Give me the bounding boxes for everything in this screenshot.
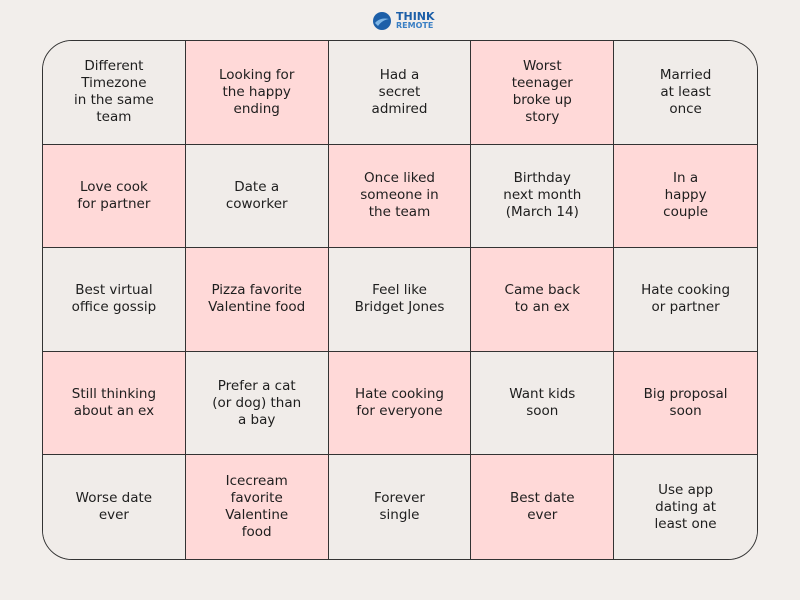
cell-text: Worse date (75, 490, 153, 507)
cell-text: Hate cooking (641, 282, 731, 299)
bingo-cell[interactable]: Different Timezone in the same team (43, 41, 186, 145)
bingo-cell[interactable]: Had a secret admired (328, 41, 472, 145)
cell-text: Birthday (513, 170, 571, 187)
cell-text: (or dog) than (212, 394, 302, 411)
cell-text: in the same (73, 92, 154, 109)
cell-text: Came back (504, 282, 581, 299)
cell-text: admired (371, 100, 428, 117)
cell-text: Pizza favorite (211, 282, 302, 299)
bingo-cell[interactable]: Worse date ever (43, 455, 186, 559)
cell-text: favorite (230, 490, 283, 507)
cell-text: Want kids (509, 386, 576, 403)
bingo-cell[interactable]: Hate cooking for everyone (328, 351, 472, 456)
cell-text: soon (669, 403, 702, 420)
cell-text: Worst (522, 58, 562, 75)
bingo-cell[interactable]: Best virtual office gossip (43, 248, 186, 352)
bingo-cell[interactable]: Married at least once (614, 41, 757, 145)
cell-text: a bay (237, 411, 276, 428)
cell-text: Use app (658, 481, 714, 498)
cell-text: the team (368, 204, 431, 221)
bingo-cell[interactable]: Birthday next month (March 14) (471, 144, 615, 249)
cell-text: Had a (379, 66, 420, 83)
bingo-cell[interactable]: Hate cooking or partner (614, 248, 757, 352)
logo-icon (373, 12, 391, 30)
cell-text: soon (526, 403, 559, 420)
cell-text: to an ex (514, 299, 570, 316)
cell-text: Valentine (225, 507, 289, 524)
cell-text: Feel like (372, 282, 427, 299)
bingo-cell[interactable]: Forever single (328, 455, 472, 559)
bingo-cell[interactable]: Pizza favorite Valentine food (185, 248, 329, 352)
bingo-cell[interactable]: Use app dating at least one (614, 455, 757, 559)
cell-text: teenager (511, 75, 573, 92)
bingo-cell[interactable]: Worst teenager broke up story (471, 41, 615, 145)
cell-text: Bridget Jones (354, 299, 445, 316)
cell-text: coworker (225, 195, 288, 212)
cell-text: Looking for (219, 66, 295, 83)
cell-text: about an ex (73, 403, 155, 420)
bingo-cell[interactable]: Feel like Bridget Jones (328, 248, 472, 352)
cell-text: Still thinking (71, 386, 157, 403)
logo-line: THINK (396, 10, 435, 23)
cell-text: Date a (234, 178, 280, 195)
cell-text: at least (660, 83, 711, 100)
cell-text: least one (654, 515, 717, 532)
bingo-cell[interactable]: Once liked someone in the team (328, 144, 472, 249)
bingo-cell[interactable]: Big proposal soon (614, 351, 757, 456)
cell-text: for everyone (356, 403, 443, 420)
bingo-cell[interactable]: Came back to an ex (471, 248, 615, 352)
cell-text: once (669, 100, 702, 117)
cell-text: ever (98, 507, 129, 524)
cell-text: Forever (374, 490, 425, 507)
bingo-cell[interactable]: Looking for the happy ending (185, 41, 329, 145)
bingo-cell[interactable]: Want kids soon (471, 351, 615, 456)
cell-text: Different (84, 58, 144, 75)
logo-text: THINK REMOTE (396, 10, 435, 30)
cell-text: single (379, 507, 420, 524)
cell-text: someone in (360, 187, 439, 204)
cell-text: broke up (512, 92, 572, 109)
cell-text: Timezone (81, 75, 147, 92)
logo: THINK REMOTE (372, 10, 435, 32)
cell-text: dating at (655, 498, 717, 515)
bingo-cell[interactable]: Best date ever (471, 455, 615, 559)
cell-text: food (241, 524, 272, 541)
bingo-cell[interactable]: Prefer a cat (or dog) than a bay (185, 351, 329, 456)
cell-text: Valentine food (208, 299, 306, 316)
logo-line: REMOTE (396, 21, 434, 30)
bingo-cell[interactable]: In a happy couple (614, 144, 757, 249)
cell-text: for partner (77, 195, 151, 212)
cell-text: story (525, 109, 560, 126)
bingo-cell[interactable]: Love cook for partner (43, 144, 186, 249)
cell-text: Prefer a cat (217, 377, 296, 394)
cell-text: In a (673, 170, 699, 187)
bingo-grid: Different Timezone in the same team Looking … (42, 40, 758, 560)
cell-text: office gossip (71, 299, 157, 316)
cell-text: Once liked (364, 170, 435, 187)
cell-text: Icecream (225, 473, 288, 490)
cell-text: team (96, 109, 132, 126)
cell-text: Married (659, 66, 712, 83)
cell-text: Love cook (79, 178, 148, 195)
bingo-cell[interactable]: Date a coworker (185, 144, 329, 249)
cell-text: next month (503, 187, 582, 204)
cell-text: Best virtual (75, 282, 153, 299)
cell-text: Hate cooking (355, 386, 444, 403)
cell-text: happy (664, 187, 707, 204)
cell-text: the happy (222, 83, 291, 100)
cell-text: Best date (509, 490, 575, 507)
cell-text: or partner (651, 299, 720, 316)
cell-text: Big proposal (643, 386, 728, 403)
cell-text: ever (527, 507, 558, 524)
cell-text: ending (233, 100, 280, 117)
cell-text: (March 14) (505, 204, 579, 221)
cell-text: couple (663, 204, 709, 221)
cell-text: secret (378, 83, 421, 100)
bingo-cell[interactable]: Still thinking about an ex (43, 351, 186, 456)
bingo-cell[interactable]: Icecream favorite Valentine food (185, 455, 329, 559)
